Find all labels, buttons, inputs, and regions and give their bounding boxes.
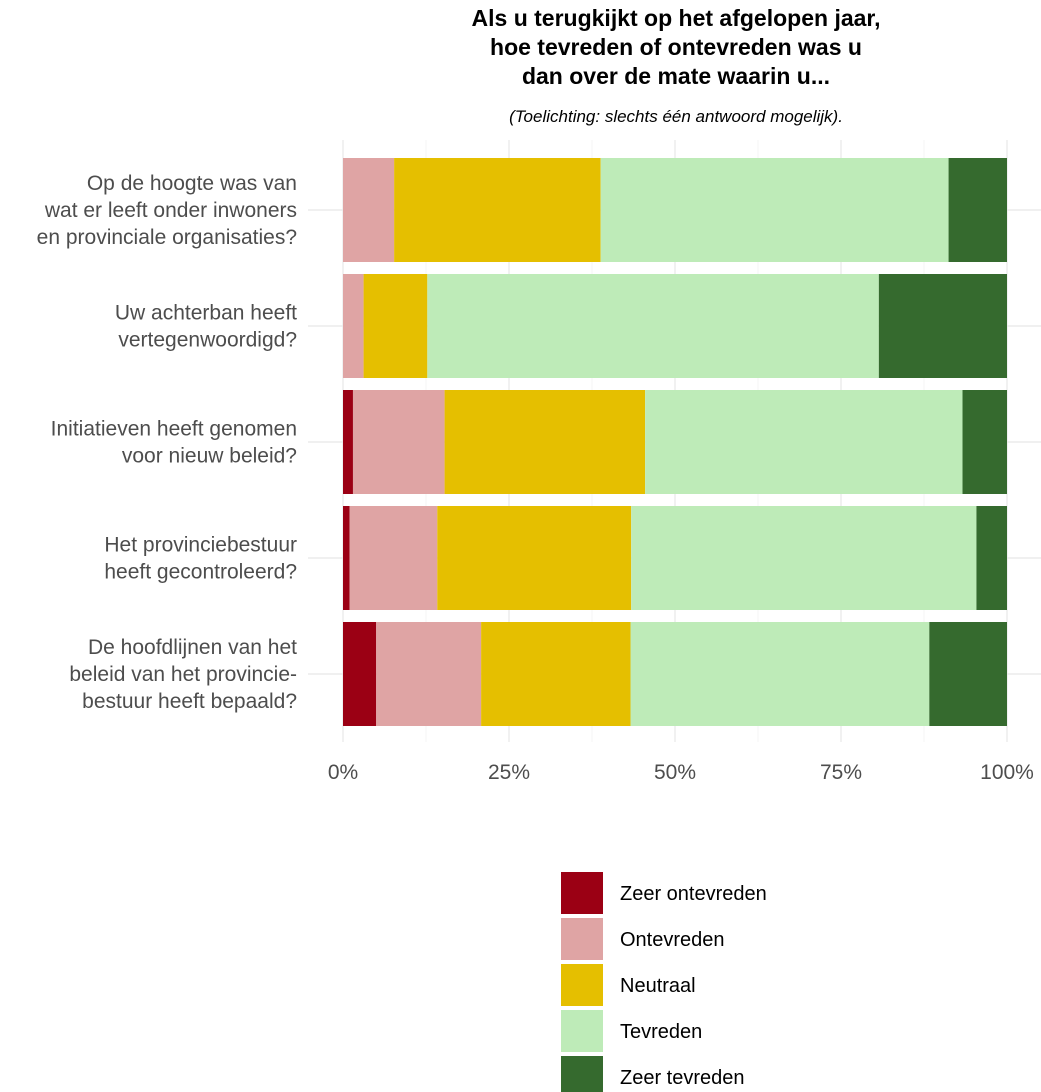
category-label: Het provinciebestuur [104, 534, 297, 557]
bar-segment [343, 622, 377, 726]
bar-segment [948, 158, 1007, 262]
category-label: Uw achterban heeft [115, 302, 297, 325]
category-label: Initiatieven heeft genomen [51, 418, 297, 441]
bar-segment [962, 390, 1007, 494]
category-label: en provinciale organisaties? [37, 226, 297, 249]
legend-key [561, 964, 603, 1006]
bar-segment [349, 506, 438, 610]
bar-segment [427, 274, 879, 378]
chart-title-line: dan over de mate waarin u... [522, 63, 830, 89]
x-tick-label: 100% [980, 761, 1034, 784]
bar-segment [343, 390, 353, 494]
legend-key [561, 1056, 603, 1092]
bar-segment [976, 506, 1007, 610]
category-label: beleid van het provincie- [69, 663, 297, 686]
bar-segment [363, 274, 428, 378]
legend-key [561, 918, 603, 960]
legend-key [561, 872, 603, 914]
bar-segment [645, 390, 963, 494]
legend: Zeer ontevreden Ontevreden Neutraal Tevrede… [561, 872, 767, 1092]
legend-label: Ontevreden [620, 929, 725, 951]
legend-label: Zeer tevreden [620, 1067, 745, 1089]
bar-segment [600, 158, 949, 262]
bar-segment [343, 274, 364, 378]
legend-label: Tevreden [620, 1021, 702, 1043]
bar-segment [343, 506, 350, 610]
chart-subtitle-text: (Toelichting: slechts één antwoord mogel… [509, 107, 843, 126]
legend-label: Zeer ontevreden [620, 883, 767, 905]
category-label: heeft gecontroleerd? [104, 561, 297, 584]
category-label: De hoofdlijnen van het [88, 636, 297, 659]
chart-title: Als u terugkijkt op het afgelopen jaar, h… [472, 5, 881, 89]
category-label: vertegenwoordigd? [118, 329, 297, 352]
legend-label: Neutraal [620, 975, 696, 997]
bars [343, 158, 1007, 726]
bar-segment [878, 274, 1007, 378]
category-labels: Op de hoogte was van wat er leeft onder i… [37, 172, 297, 713]
bar-segment [929, 622, 1007, 726]
x-tick-label: 75% [820, 761, 862, 784]
bar-segment [376, 622, 482, 726]
bar-segment [481, 622, 631, 726]
x-axis-tick-labels: 0% 25% 50% 75% 100% [328, 761, 1034, 784]
x-tick-label: 0% [328, 761, 358, 784]
bar-segment [444, 390, 646, 494]
chart-title-line: Als u terugkijkt op het afgelopen jaar, [472, 5, 881, 31]
bar-segment [352, 390, 445, 494]
bar-segment [630, 622, 930, 726]
category-label: voor nieuw beleid? [122, 445, 297, 468]
legend-key [561, 1010, 603, 1052]
x-tick-label: 25% [488, 761, 530, 784]
x-tick-label: 50% [654, 761, 696, 784]
bar-segment [343, 158, 395, 262]
chart-title-line: hoe tevreden of ontevreden was u [490, 34, 862, 60]
bar-segment [631, 506, 977, 610]
chart-subtitle: (Toelichting: slechts één antwoord mogel… [509, 107, 843, 126]
category-label: Op de hoogte was van [87, 172, 297, 195]
bar-segment [394, 158, 601, 262]
bar-segment [437, 506, 632, 610]
category-label: bestuur heeft bepaald? [82, 690, 297, 713]
category-label: wat er leeft onder inwoners [44, 199, 297, 222]
